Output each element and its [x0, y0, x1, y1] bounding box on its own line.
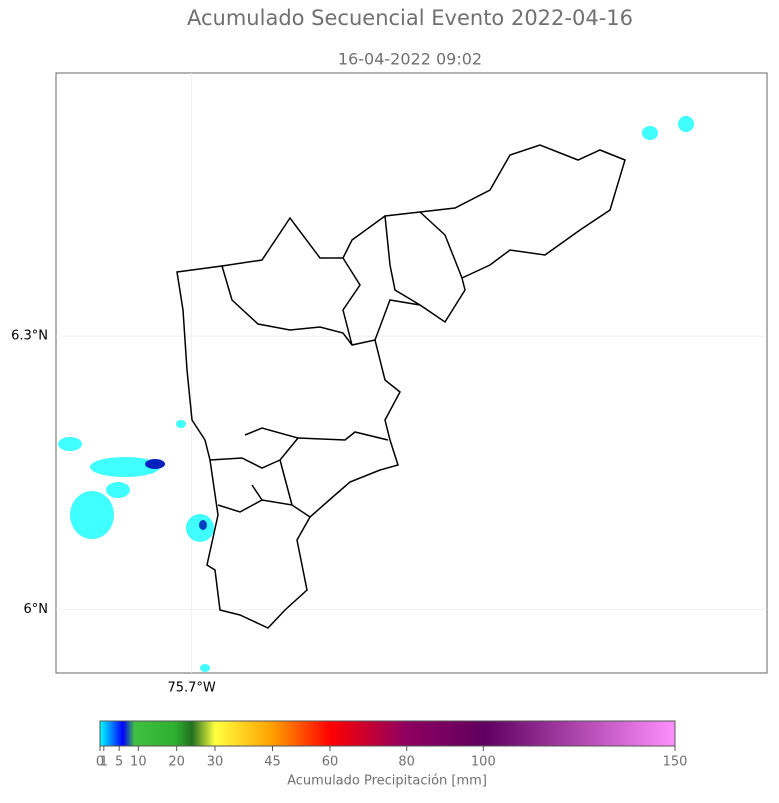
colorbar-tick-label: 5 — [115, 755, 123, 770]
x-tick-label: 75.7°W — [167, 681, 215, 696]
y-tick-label: 6°N — [24, 602, 49, 617]
colorbar-tick-label: 20 — [168, 755, 185, 770]
colorbar-tick-label: 45 — [264, 755, 281, 770]
title: Acumulado Secuencial Evento 2022-04-16 — [187, 6, 633, 30]
colorbar-tick-label: 80 — [398, 755, 415, 770]
colorbar-tick-label: 10 — [130, 755, 147, 770]
colorbar-tick-label: 150 — [663, 755, 688, 770]
colorbar-tick-label: 60 — [322, 755, 339, 770]
subtitle: 16-04-2022 09:02 — [338, 50, 482, 69]
precipitation — [58, 116, 694, 672]
boundaries — [176, 144, 626, 629]
colorbar-tick-label: 100 — [471, 755, 496, 770]
map-frame — [55, 72, 768, 674]
colorbar-tick-label: 1 — [100, 755, 108, 770]
colorbar — [99, 720, 676, 747]
colorbar-label: Acumulado Precipitación [mm] — [287, 774, 487, 789]
colorbar-tick-label: 30 — [207, 755, 224, 770]
y-tick-label: 6.3°N — [11, 329, 48, 344]
grid — [56, 73, 767, 673]
colorbar-tick-label: 0 — [96, 755, 104, 770]
